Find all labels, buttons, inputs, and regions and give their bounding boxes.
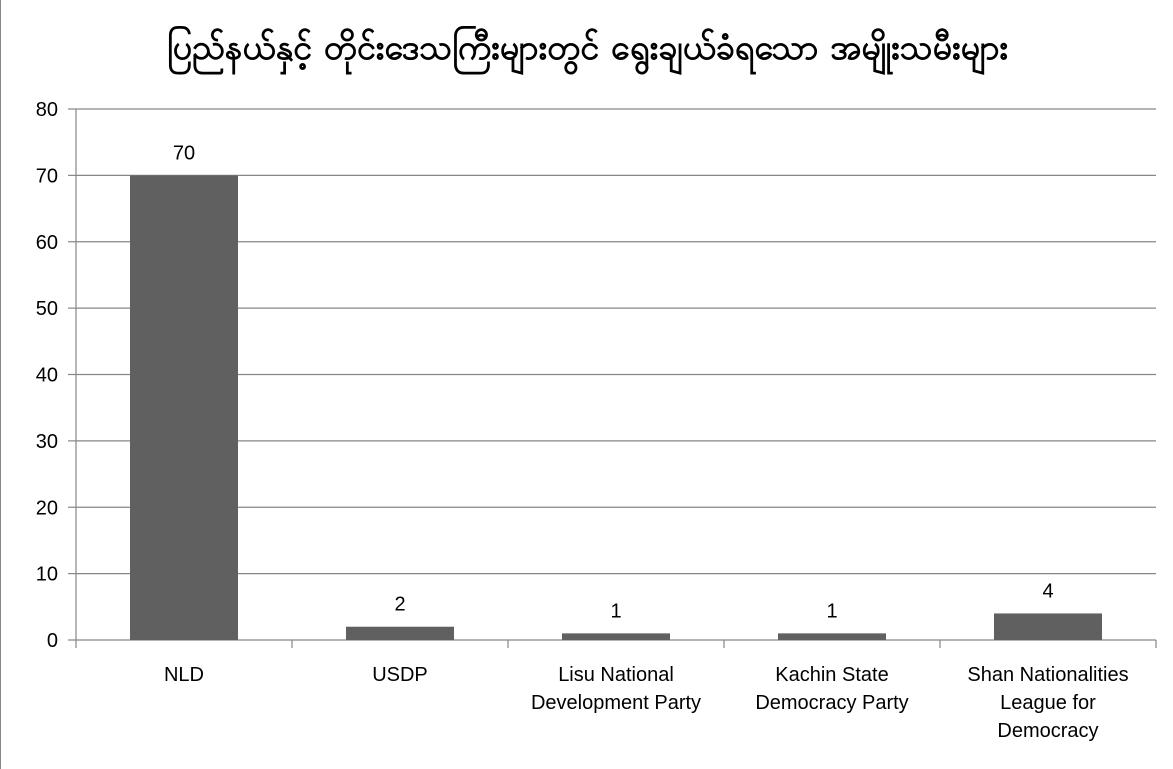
- y-tick-label: 50: [36, 298, 58, 320]
- data-label: 1: [826, 600, 837, 622]
- x-category-label: USDP: [372, 664, 428, 686]
- data-label: 4: [1042, 580, 1053, 602]
- x-category-label: Lisu National: [558, 664, 674, 686]
- data-label: 70: [173, 142, 195, 164]
- x-category-label: League for: [1000, 692, 1096, 714]
- x-category-label: Development Party: [531, 692, 701, 714]
- data-label: 2: [394, 594, 405, 616]
- y-tick-label: 10: [36, 564, 58, 586]
- gridlines: [76, 108, 1156, 575]
- y-tick-label: 70: [36, 165, 58, 187]
- bar: [562, 633, 670, 640]
- y-tick-label: 60: [36, 232, 58, 254]
- y-tick-label: 30: [36, 431, 58, 453]
- x-category-label: NLD: [164, 664, 204, 686]
- data-label: 1: [610, 600, 621, 622]
- y-tick-label: 40: [36, 365, 58, 387]
- bars: [130, 175, 1102, 640]
- bar: [346, 626, 454, 640]
- bar: [778, 633, 886, 640]
- x-category-label: Kachin State: [775, 664, 888, 686]
- labels: 0 10 20 30 40 50 60 70 80 70 NLD 2 USDP 1 Lisu Nationa…: [36, 99, 1129, 742]
- x-category-label: Democracy Party: [755, 692, 908, 714]
- y-tick-label: 80: [36, 99, 58, 121]
- bar: [994, 613, 1102, 640]
- y-tick-label: 0: [47, 630, 58, 652]
- x-category-label: Democracy: [997, 720, 1098, 742]
- x-category-label: Shan Nationalities: [967, 664, 1128, 686]
- y-tick-label: 20: [36, 497, 58, 519]
- bar: [130, 175, 238, 640]
- chart-title: ပြည်နယ်နှင့် တိုင်းဒေသကြီးများတွင် ရွေးခ…: [166, 28, 1009, 68]
